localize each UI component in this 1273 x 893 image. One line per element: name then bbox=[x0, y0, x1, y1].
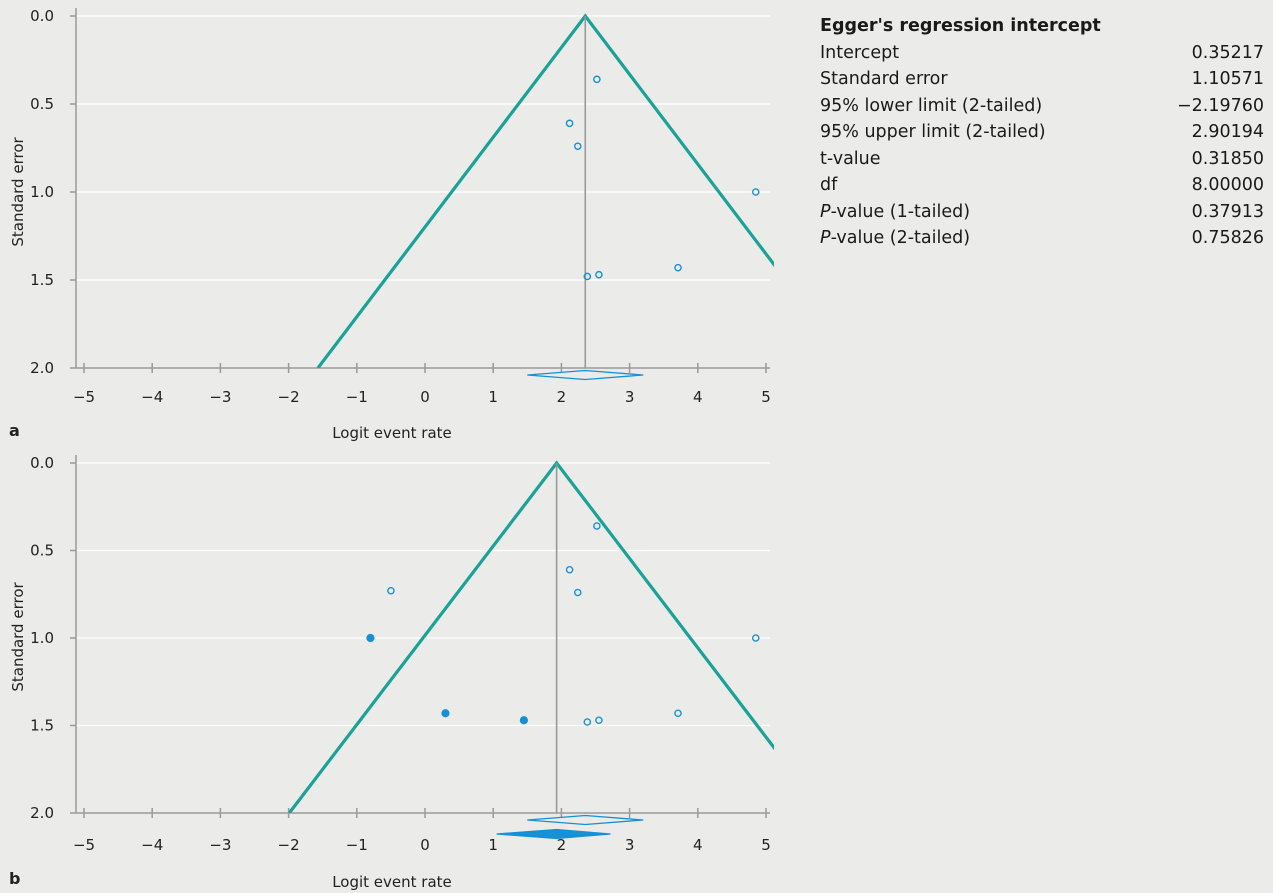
study-point bbox=[573, 142, 582, 151]
x-tick-label: 1 bbox=[488, 388, 498, 406]
imputed-study-point bbox=[441, 709, 450, 718]
x-tick-label: 3 bbox=[625, 388, 635, 406]
y-tick-label: 1.0 bbox=[30, 183, 54, 201]
study-point bbox=[674, 263, 682, 272]
study-point bbox=[595, 716, 603, 725]
panel-letter: b bbox=[9, 869, 20, 888]
y-tick-label: 1.5 bbox=[30, 717, 54, 735]
x-tick-label: −2 bbox=[278, 836, 300, 854]
panel-a: 0.0 0.5 1.0 1.5 2.0 −5 −4 −3 −2 −1 0 1 2 3 4 5 Logit eve… bbox=[9, 7, 774, 442]
egger-row-intercept: Intercept 0.35217 bbox=[820, 42, 1264, 63]
imputed-study-point bbox=[366, 633, 375, 643]
x-axis-label: Logit event rate bbox=[332, 873, 452, 891]
study-point bbox=[573, 588, 582, 597]
x-tick-label: 1 bbox=[488, 836, 498, 854]
x-tick-label: −4 bbox=[141, 388, 163, 406]
egger-title: Egger's regression intercept bbox=[820, 16, 1101, 36]
x-tick-label: −3 bbox=[209, 388, 231, 406]
egger-row-df: df 8.00000 bbox=[820, 175, 1264, 195]
x-tick-label: −5 bbox=[73, 836, 95, 854]
y-tick-label: 1.5 bbox=[30, 271, 54, 289]
egger-row-t-value: t-value 0.31850 bbox=[820, 148, 1264, 169]
study-point bbox=[595, 270, 603, 279]
study-point bbox=[751, 188, 760, 196]
study-point bbox=[565, 565, 574, 574]
x-tick-label: −2 bbox=[278, 388, 300, 406]
study-point bbox=[583, 718, 592, 726]
y-tick-label: 1.0 bbox=[30, 629, 54, 647]
x-tick-label: 5 bbox=[761, 388, 771, 406]
study-point bbox=[593, 522, 601, 530]
egger-row-p-one-tailed: P-value (1-tailed) 0.37913 bbox=[820, 201, 1264, 222]
x-tick-label: −1 bbox=[346, 388, 368, 406]
x-tick-label: 5 bbox=[761, 836, 771, 854]
panel-b: 0.0 0.5 1.0 1.5 2.0 −5 −4 −3 −2 −1 0 1 2 3 4 5 Logit eve… bbox=[9, 454, 774, 891]
egger-row-lower-limit: 95% lower limit (2-tailed) −2.19760 bbox=[820, 95, 1264, 116]
y-axis-label: Standard error bbox=[9, 582, 27, 692]
x-tick-label: 0 bbox=[420, 388, 430, 406]
observed-estimate-diamond bbox=[527, 814, 644, 826]
egger-row-p-two-tailed: P-value (2-tailed) 0.75826 bbox=[820, 228, 1264, 248]
study-point bbox=[387, 586, 395, 595]
x-tick-label: 3 bbox=[625, 836, 635, 854]
x-tick-label: 0 bbox=[420, 836, 430, 854]
x-tick-label: 4 bbox=[693, 836, 703, 854]
y-tick-label: 2.0 bbox=[30, 359, 54, 377]
observed-estimate-diamond bbox=[527, 369, 644, 381]
adjusted-estimate-diamond bbox=[496, 828, 611, 840]
x-axis-label: Logit event rate bbox=[332, 424, 452, 442]
y-tick-label: 0.0 bbox=[30, 7, 54, 25]
study-point bbox=[751, 634, 760, 642]
y-tick-label: 2.0 bbox=[30, 804, 54, 822]
y-tick-label: 0.5 bbox=[30, 542, 54, 560]
x-tick-label: 2 bbox=[557, 388, 567, 406]
study-point bbox=[593, 75, 601, 84]
study-point bbox=[583, 272, 592, 281]
study-point bbox=[565, 119, 574, 128]
y-tick-label: 0.5 bbox=[30, 95, 54, 113]
x-tick-label: −4 bbox=[141, 836, 163, 854]
x-tick-label: 2 bbox=[557, 836, 567, 854]
x-tick-label: 4 bbox=[693, 388, 703, 406]
egger-regression-table: Egger's regression intercept Intercept 0… bbox=[820, 13, 1264, 252]
egger-row-upper-limit: 95% upper limit (2-tailed) 2.90194 bbox=[820, 122, 1264, 142]
x-tick-label: −3 bbox=[209, 836, 231, 854]
y-tick-label: 0.0 bbox=[30, 454, 54, 472]
x-tick-label: −5 bbox=[73, 388, 95, 406]
study-point bbox=[674, 709, 682, 718]
x-tick-label: −1 bbox=[346, 836, 368, 854]
y-axis-label: Standard error bbox=[9, 137, 27, 247]
egger-row-standard-error: Standard error 1.10571 bbox=[820, 69, 1264, 89]
imputed-study-point bbox=[519, 716, 528, 725]
panel-letter: a bbox=[9, 421, 20, 440]
